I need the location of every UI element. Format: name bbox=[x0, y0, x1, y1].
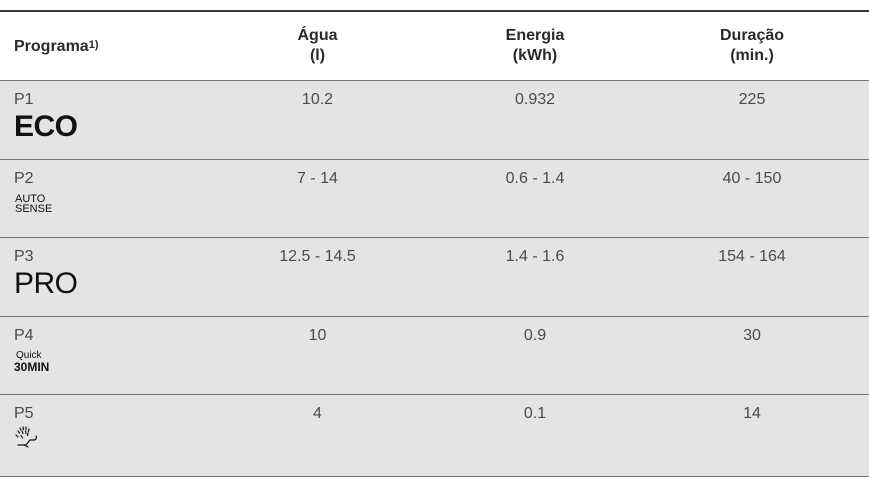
programs-table: Programa1) Água (l) Energia (kWh) Duraçã… bbox=[0, 10, 869, 477]
program-cell: P3 PRO bbox=[0, 238, 200, 316]
duracao-value: 30 bbox=[743, 326, 761, 344]
energia-value: 1.4 - 1.6 bbox=[505, 248, 565, 265]
table-row: P3 PRO 12.5 - 14.5 1.4 - 1.6 154 - 164 bbox=[0, 238, 869, 317]
header-energia-unit: (kWh) bbox=[512, 47, 558, 64]
header-duracao-unit: (min.) bbox=[730, 47, 774, 64]
table-row: P2 AUTO SENSE 7 - 14 0.6 - 1.4 40 - 150 bbox=[0, 159, 869, 238]
autosense-logo: AUTO SENSE bbox=[14, 192, 200, 215]
program-code: P3 bbox=[14, 248, 34, 265]
header-agua-label: Água bbox=[297, 27, 338, 44]
program-code: P1 bbox=[14, 91, 34, 108]
quick-logo-line1: Quick bbox=[16, 349, 42, 361]
header-energia: Energia (kWh) bbox=[435, 12, 635, 80]
quick-logo-line2: 30MIN bbox=[14, 359, 50, 374]
energia-value: 0.9 bbox=[523, 326, 547, 344]
duracao-value: 154 - 164 bbox=[718, 248, 786, 265]
pro-logo: PRO bbox=[14, 267, 78, 300]
agua-value: 7 - 14 bbox=[297, 169, 338, 187]
duracao-value: 14 bbox=[743, 405, 761, 422]
header-programa-label: Programa bbox=[14, 38, 89, 55]
duracao-value: 225 bbox=[738, 91, 766, 108]
agua-value: 10 bbox=[308, 326, 327, 344]
table-row: P1 ECO 10.2 0.932 225 bbox=[0, 81, 869, 160]
energia-value: 0.1 bbox=[523, 405, 547, 422]
energia-value: 0.6 - 1.4 bbox=[505, 169, 565, 187]
agua-value: 4 bbox=[313, 405, 322, 422]
header-duracao-label: Duração bbox=[719, 27, 785, 44]
eco-logo: ECO bbox=[14, 110, 78, 143]
program-cell: P5 bbox=[0, 395, 200, 476]
autosense-logo-line1: AUTO bbox=[15, 192, 46, 205]
program-code: P2 bbox=[14, 169, 34, 187]
agua-value: 12.5 - 14.5 bbox=[279, 248, 356, 265]
program-cell: P1 ECO bbox=[0, 81, 200, 159]
header-agua-unit: (l) bbox=[309, 47, 326, 64]
autosense-logo-line2: SENSE bbox=[15, 202, 53, 215]
header-energia-label: Energia bbox=[505, 27, 565, 44]
agua-value: 10.2 bbox=[301, 91, 334, 108]
program-code: P5 bbox=[14, 405, 34, 422]
program-cell: P2 AUTO SENSE bbox=[0, 160, 200, 238]
duracao-value: 40 - 150 bbox=[722, 169, 782, 187]
table-row: P4 Quick 30MIN 10 0.9 30 bbox=[0, 316, 869, 395]
table-row: P5 bbox=[0, 395, 869, 477]
program-cell: P4 Quick 30MIN bbox=[0, 317, 200, 395]
energia-value: 0.932 bbox=[514, 91, 556, 108]
footnote-marker: 1) bbox=[88, 39, 99, 51]
program-code: P4 bbox=[14, 326, 34, 344]
header-programa: Programa1) bbox=[0, 12, 200, 80]
header-agua: Água (l) bbox=[200, 12, 435, 80]
table-header: Programa1) Água (l) Energia (kWh) Duraçã… bbox=[0, 12, 869, 81]
header-duracao: Duração (min.) bbox=[635, 12, 869, 80]
rinse-spray-icon bbox=[14, 426, 200, 454]
